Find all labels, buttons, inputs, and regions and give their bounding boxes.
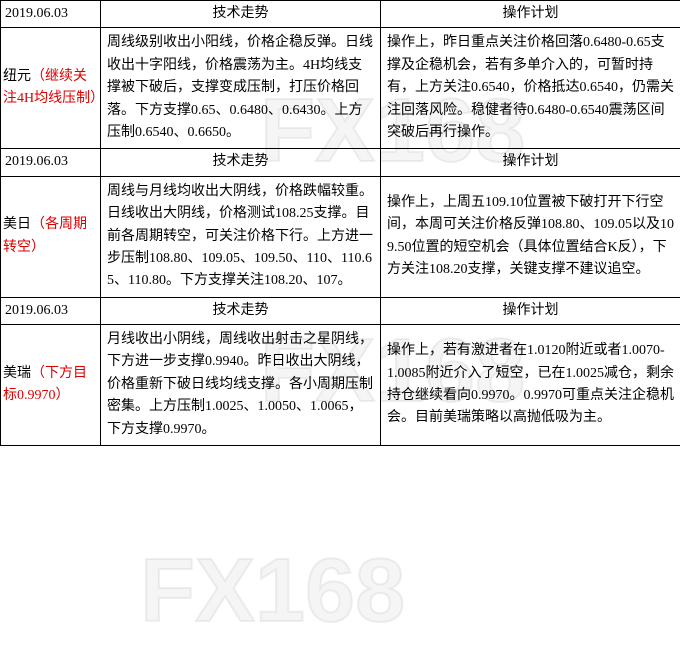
- trend-header: 技术走势: [101, 1, 381, 28]
- plan-header: 操作计划: [381, 149, 680, 176]
- watermark: FX168: [140, 540, 405, 643]
- trend-header: 技术走势: [101, 149, 381, 176]
- plan-cell: 操作上，昨日重点关注价格回落0.6480-0.65支撑及企稳机会，若有多单介入的…: [381, 28, 680, 149]
- plan-header: 操作计划: [381, 297, 680, 324]
- pair-name: 纽元: [3, 69, 31, 84]
- analysis-table: 2019.06.03技术走势操作计划纽元（继续关注4H均线压制）周线级别收出小阳…: [0, 0, 680, 446]
- date-cell: 2019.06.03: [1, 1, 101, 28]
- pair-label: 美瑞（下方目标0.9970）: [1, 325, 101, 446]
- date-cell: 2019.06.03: [1, 297, 101, 324]
- trend-header: 技术走势: [101, 297, 381, 324]
- plan-header: 操作计划: [381, 1, 680, 28]
- date-cell: 2019.06.03: [1, 149, 101, 176]
- trend-cell: 月线收出小阴线，周线收出射击之星阴线，下方进一步支撑0.9940。昨日收出大阴线…: [101, 325, 381, 446]
- pair-name: 美日: [3, 217, 31, 232]
- trend-cell: 周线与月线均收出大阴线，价格跌幅较重。日线收出大阴线，价格测试108.25支撑。…: [101, 176, 381, 297]
- plan-cell: 操作上，若有激进者在1.0120附近或者1.0070-1.0085附近介入了短空…: [381, 325, 680, 446]
- plan-cell: 操作上，上周五109.10位置被下破打开下行空间，本周可关注价格反弹108.80…: [381, 176, 680, 297]
- trend-cell: 周线级别收出小阳线，价格企稳反弹。日线收出十字阳线，价格震荡为主。4H均线支撑被…: [101, 28, 381, 149]
- pair-name: 美瑞: [3, 366, 31, 381]
- pair-label: 纽元（继续关注4H均线压制）: [1, 28, 101, 149]
- pair-label: 美日（各周期转空）: [1, 176, 101, 297]
